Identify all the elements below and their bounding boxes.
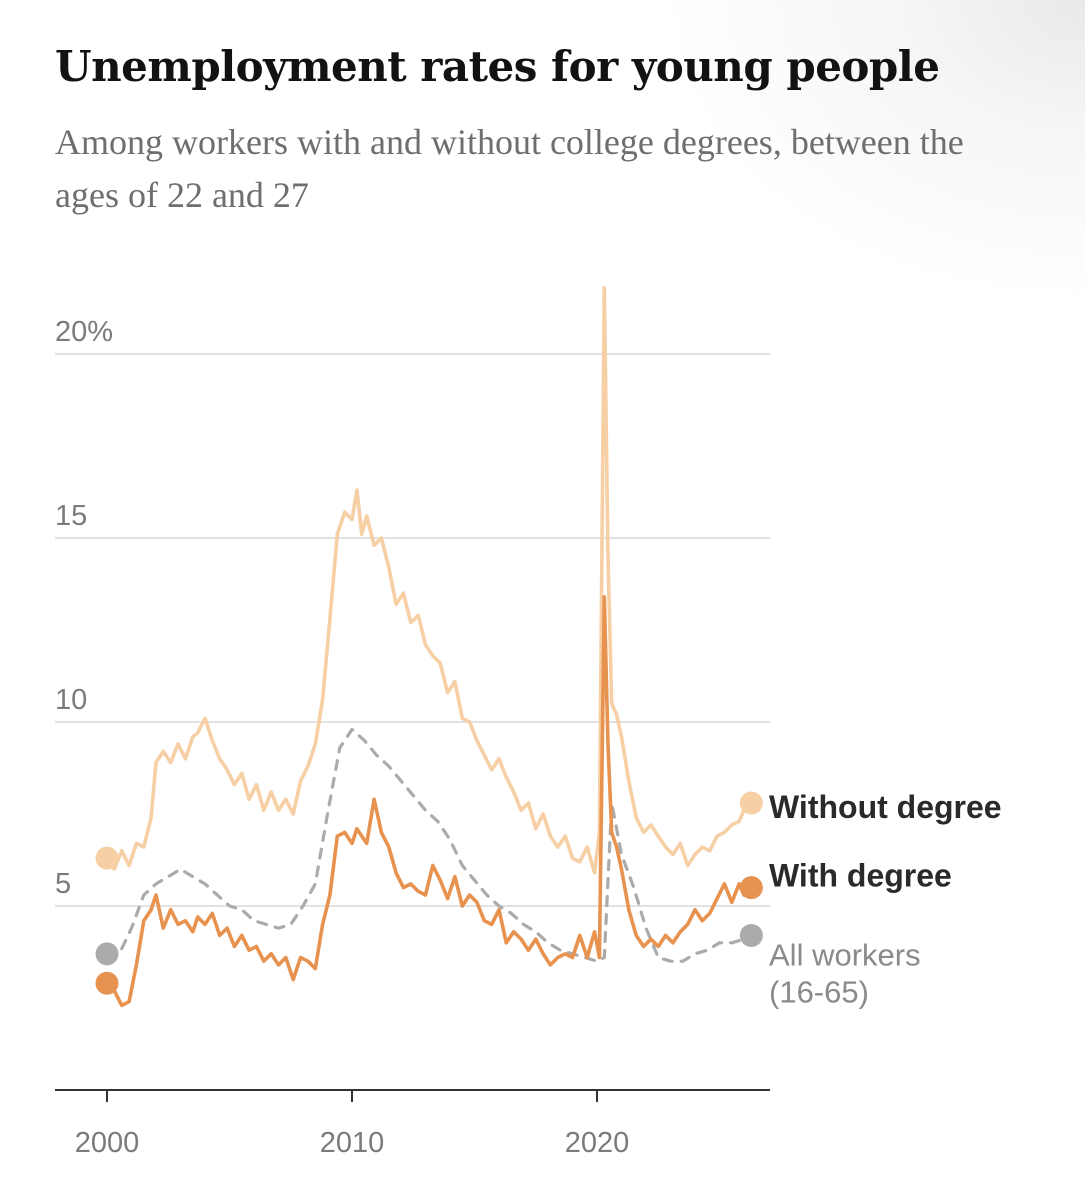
series-line-all-workers-16-65	[105, 727, 753, 963]
series-label-with-degree: With degree	[769, 858, 952, 894]
y-tick-label-10: 10	[55, 684, 87, 716]
series-label-all-workers-16-65-line-2: (16-65)	[769, 974, 869, 1009]
series-lines	[105, 286, 754, 1008]
gridlines	[55, 353, 770, 907]
y-tick-label-5: 5	[55, 868, 71, 900]
series-line-with-degree	[105, 595, 754, 1008]
series-label-all-workers-16-65-line-1: All workers	[769, 937, 921, 972]
end-marker-with-degree	[739, 876, 763, 900]
series-endpoint-markers	[95, 791, 763, 995]
end-marker-all-workers-16-65	[739, 923, 763, 947]
x-tick-label-2020: 2020	[565, 1127, 630, 1159]
start-marker-without-degree	[95, 846, 119, 870]
chart-title: Unemployment rates for young people	[55, 42, 940, 91]
chart-subtitle: Among workers with and without college d…	[55, 122, 964, 215]
x-axis: 2000 2010 2020	[55, 1089, 770, 1159]
series-labels: Without degree All workers(16-65) With deg…	[769, 789, 1002, 1009]
x-tick-label-2000: 2000	[75, 1127, 140, 1159]
end-marker-without-degree	[739, 791, 763, 815]
series-line-without-degree	[105, 286, 754, 875]
series-label-without-degree: Without degree	[769, 789, 1002, 825]
y-axis-ticks: 5 10 15 20%	[55, 316, 113, 900]
x-tick-label-2010: 2010	[320, 1127, 385, 1159]
start-marker-with-degree	[95, 971, 119, 995]
y-tick-label-15: 15	[55, 500, 87, 532]
y-tick-label-20: 20%	[55, 316, 113, 348]
start-marker-all-workers-16-65	[95, 942, 119, 966]
